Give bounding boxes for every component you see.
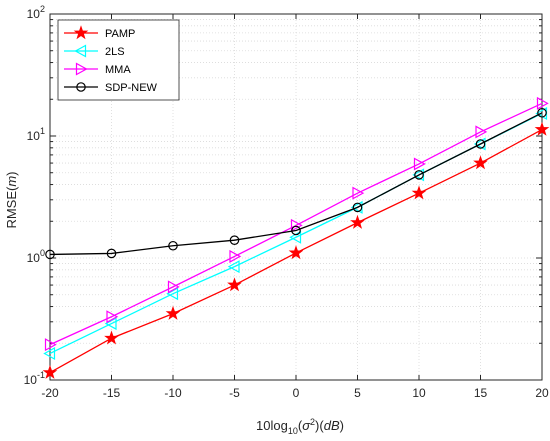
data-point — [44, 338, 57, 352]
data-point — [106, 248, 117, 259]
y-tick-label: 101 — [27, 126, 45, 143]
legend-label: SDP-NEW — [105, 82, 158, 94]
x-tick-label: -15 — [103, 386, 121, 400]
legend-item: SDP-NEW — [64, 82, 158, 94]
data-point — [165, 305, 181, 320]
data-point — [534, 121, 550, 136]
data-point — [475, 139, 486, 149]
y-label-suffix: ) — [4, 171, 19, 175]
data-point — [45, 249, 55, 260]
series-mma — [44, 96, 549, 352]
legend-item: PAMP — [64, 25, 135, 40]
data-point — [475, 125, 488, 139]
data-point — [229, 249, 242, 263]
y-tick-label: 100 — [27, 248, 45, 265]
y-tick-label: 102 — [27, 4, 45, 21]
y-label-prefix: RMSE( — [4, 186, 19, 229]
x-tick-label: 0 — [293, 386, 300, 400]
y-axis-label: RMSE(m) — [4, 171, 19, 228]
data-point — [352, 202, 363, 213]
data-point — [291, 225, 301, 236]
data-point — [166, 287, 179, 301]
x-tick-label: -20 — [41, 386, 59, 400]
data-point — [104, 330, 119, 345]
data-point — [288, 245, 304, 260]
data-point — [43, 346, 56, 360]
data-point — [106, 310, 119, 324]
data-point — [352, 186, 365, 200]
x-label-sub: 10 — [288, 426, 298, 436]
x-axis-label: 10log10(σ2)(dB) — [256, 417, 344, 436]
legend-marker — [75, 62, 88, 76]
x-label-mid: ( — [298, 418, 303, 433]
legend: PAMP 2LS MMA SDP-NEW — [57, 19, 180, 101]
x-label-mid2: )( — [315, 418, 324, 433]
series-group — [42, 96, 550, 379]
data-point — [227, 277, 242, 292]
x-tick-label: 5 — [354, 386, 361, 400]
series-line — [49, 112, 543, 256]
legend-label: MMA — [105, 64, 131, 76]
data-point — [473, 155, 488, 170]
data-point — [167, 280, 180, 294]
data-point — [413, 157, 426, 171]
legend-label: 2LS — [105, 46, 125, 58]
data-point — [350, 214, 365, 229]
x-tick-label: 10 — [412, 386, 426, 400]
series-sdp-new — [45, 107, 547, 260]
legend-item: MMA — [64, 62, 131, 76]
data-point — [168, 240, 178, 251]
y-label-var: m — [4, 176, 19, 187]
data-point — [537, 107, 547, 118]
x-tick-label: -5 — [229, 386, 240, 400]
legend-label: PAMP — [105, 28, 135, 40]
x-label-post: ) — [340, 418, 344, 433]
x-tick-label: 20 — [535, 386, 549, 400]
data-point — [290, 218, 303, 232]
legend-item: 2LS — [64, 44, 125, 58]
series-line — [49, 102, 543, 346]
data-point — [104, 317, 117, 331]
x-label-sigma: σ — [302, 418, 311, 433]
data-point — [42, 364, 58, 379]
data-point — [536, 96, 549, 110]
data-point — [411, 185, 427, 200]
axes: -20 -15 -10 -5 0 5 10 15 20 10-1 100 101 102 — [24, 4, 549, 400]
legend-marker — [74, 44, 87, 58]
x-tick-label: 15 — [474, 386, 488, 400]
x-label-sup: 2 — [310, 417, 315, 427]
x-label-unit: dB — [324, 418, 340, 433]
legend-marker — [76, 82, 86, 92]
series-pamp — [42, 121, 550, 379]
legend-marker — [73, 25, 89, 40]
data-point — [229, 235, 240, 245]
data-point — [227, 260, 240, 274]
x-tick-label: -10 — [164, 386, 182, 400]
data-point — [414, 170, 424, 180]
y-tick-label: 10-1 — [24, 370, 45, 387]
x-label-pre: 10log — [256, 418, 288, 433]
